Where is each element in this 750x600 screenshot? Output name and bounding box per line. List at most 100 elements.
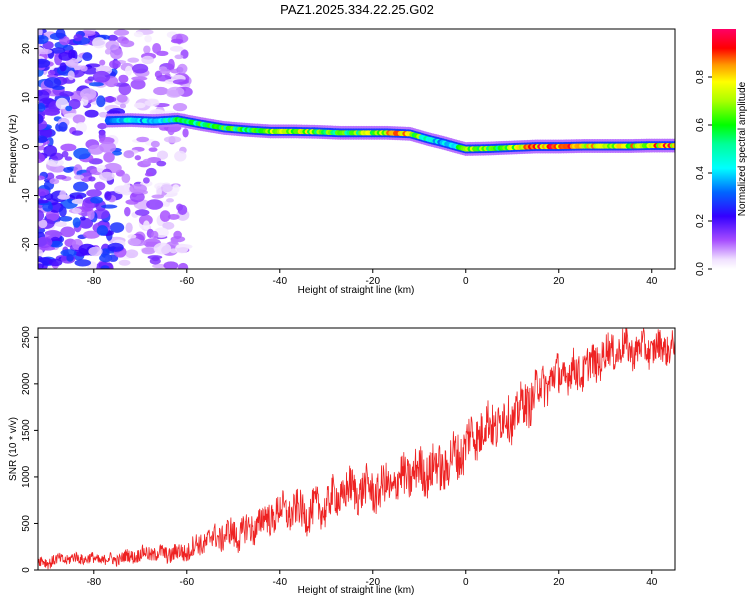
noise-blob	[66, 254, 74, 262]
colorbar: 0.0 0.2 0.4 0.6 0.8 Normalized spectral ampl…	[695, 29, 748, 276]
noise-blob	[58, 51, 73, 61]
noise-blob	[88, 82, 104, 87]
noise-blob	[38, 219, 48, 229]
noise-blob	[46, 172, 55, 181]
noise-blob	[144, 172, 154, 177]
noise-blob	[99, 141, 117, 153]
noise-blob	[125, 249, 139, 259]
noise-blob	[78, 217, 93, 229]
noise-blob	[129, 183, 147, 194]
noise-blob	[38, 199, 49, 204]
noise-blob	[87, 208, 95, 221]
noise-blob	[123, 150, 135, 159]
spectrogram-y-axis: -20 -10 0 10 20	[21, 43, 38, 252]
noise-blob	[143, 220, 150, 231]
noise-blob	[150, 140, 160, 148]
noise-blob	[175, 243, 189, 254]
noise-blob	[119, 103, 127, 109]
noise-blob	[144, 35, 152, 43]
noise-blob	[59, 62, 67, 72]
noise-blob	[118, 74, 129, 84]
noise-blob	[97, 123, 108, 130]
noise-blob	[169, 45, 184, 52]
noise-blob	[153, 242, 172, 255]
noise-blob	[163, 136, 182, 143]
noise-blob	[71, 208, 82, 214]
noise-blob	[124, 206, 131, 217]
noise-blob	[144, 99, 160, 107]
spectrogram-x-tick-label: 20	[553, 276, 565, 287]
noise-blob	[109, 59, 121, 69]
noise-blob	[136, 136, 150, 143]
noise-blob	[92, 70, 111, 83]
noise-blob	[134, 155, 142, 161]
spectrogram-x-label: Height of straight line (km)	[298, 285, 415, 296]
spectrogram-y-tick-label: 0	[21, 143, 32, 149]
noise-blob	[68, 98, 81, 110]
noise-blob	[182, 128, 189, 138]
noise-blob	[107, 34, 118, 42]
noise-blob	[178, 262, 189, 269]
spectrogram-x-tick-label: 40	[646, 276, 658, 287]
noise-blob	[167, 214, 180, 220]
noise-blob	[163, 261, 179, 269]
snr-x-tick-label: 20	[553, 577, 565, 588]
noise-blob	[61, 150, 69, 158]
snr-series-line	[38, 328, 675, 570]
noise-blob	[90, 196, 103, 204]
noise-blob	[59, 215, 73, 222]
noise-blob	[141, 247, 156, 255]
noise-blob	[38, 102, 46, 112]
noise-blob	[43, 145, 58, 157]
snr-y-tick-label: 1000	[21, 465, 32, 488]
noise-blob	[142, 158, 152, 165]
colorbar-gradient	[712, 29, 736, 269]
noise-blob	[148, 147, 158, 152]
noise-blob	[131, 76, 148, 81]
noise-blob	[103, 152, 115, 163]
noise-blob	[54, 221, 67, 228]
noise-blob	[43, 77, 62, 89]
noise-blob	[38, 236, 53, 249]
noise-blob	[60, 249, 77, 257]
noise-blob	[167, 125, 175, 136]
noise-blob	[42, 108, 61, 116]
snr-y-tick-label: 2500	[21, 326, 32, 349]
noise-blob	[74, 259, 92, 267]
snr-x-tick-label: -20	[366, 577, 381, 588]
colorbar-ticks: 0.0 0.2 0.4 0.6 0.8	[695, 70, 712, 276]
noise-blob	[152, 263, 167, 269]
noise-blob	[118, 259, 131, 266]
noise-blob	[38, 58, 51, 68]
noise-blob	[120, 40, 135, 48]
noise-blob	[151, 230, 159, 239]
noise-blob	[46, 136, 54, 147]
noise-blob	[82, 52, 93, 62]
noise-blob	[113, 29, 130, 36]
noise-blob	[38, 263, 44, 269]
noise-blob	[138, 214, 153, 226]
noise-blob	[105, 40, 120, 51]
spectrogram-x-axis: -80 -60 -40 -20 0 20 40	[87, 269, 658, 287]
noise-blob	[73, 33, 83, 42]
noise-blob	[55, 174, 67, 180]
spectrogram-x-tick-label: -20	[366, 276, 381, 287]
noise-blob	[127, 234, 137, 239]
noise-blob	[38, 137, 49, 142]
noise-blob	[38, 48, 53, 55]
noise-blob	[134, 209, 150, 216]
noise-blob	[60, 226, 76, 238]
noise-blob	[48, 258, 63, 267]
noise-blob	[71, 130, 84, 136]
snr-plot-area	[38, 328, 675, 570]
noise-blob	[72, 114, 86, 124]
noise-blob	[124, 65, 133, 76]
noise-blob	[121, 173, 131, 183]
spectrogram-x-tick-label: -60	[180, 276, 195, 287]
noise-blob	[72, 217, 81, 228]
noise-blob	[109, 222, 125, 233]
noise-blob	[124, 180, 131, 193]
noise-blob	[94, 181, 106, 191]
noise-blob	[49, 178, 60, 185]
